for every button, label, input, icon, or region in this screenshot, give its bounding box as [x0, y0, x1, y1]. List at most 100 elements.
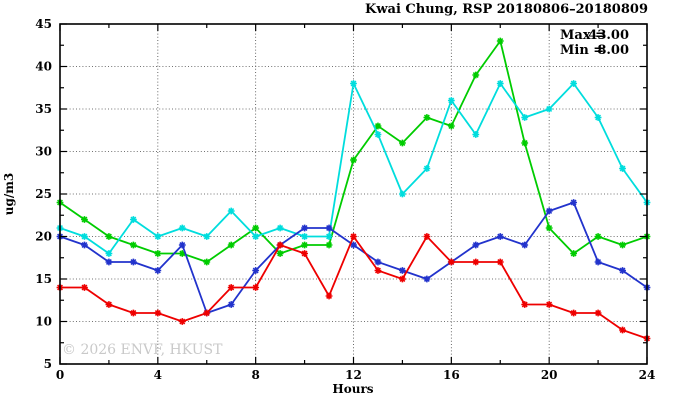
series-blue-marker	[105, 258, 113, 266]
series-blue-marker	[301, 224, 308, 232]
series-blue-marker	[619, 267, 626, 274]
series-green-marker	[129, 241, 137, 249]
y-tick-label: 35	[35, 102, 52, 116]
series-green-marker	[496, 37, 504, 45]
series-green-marker	[521, 139, 529, 147]
series-green-marker	[203, 258, 211, 266]
series-red-marker	[472, 258, 480, 266]
series-blue-marker	[129, 258, 137, 266]
series-green-marker	[447, 122, 455, 130]
series-green-marker	[105, 233, 113, 240]
series-red-marker	[276, 241, 284, 249]
series-green-marker	[350, 156, 357, 164]
series-cyan-marker	[227, 207, 235, 215]
legend-max-label: Max =	[560, 28, 606, 43]
x-tick-label: 0	[56, 368, 64, 382]
series-cyan-marker	[178, 224, 186, 232]
series-blue-marker	[423, 275, 431, 283]
y-tick-label: 10	[35, 315, 52, 329]
series-cyan-marker	[203, 233, 211, 240]
x-axis-label: Hours	[332, 382, 373, 396]
series-blue-marker	[81, 241, 88, 249]
series-green-marker	[178, 250, 186, 257]
series-green-marker	[399, 139, 406, 147]
series-red-marker	[545, 301, 553, 308]
x-tick-label: 20	[541, 368, 558, 382]
series-green-marker	[325, 241, 333, 249]
series-green-marker	[81, 216, 88, 223]
series-cyan-marker	[374, 131, 382, 138]
series-blue-marker	[570, 199, 578, 206]
series-green	[56, 37, 651, 266]
series-green-marker	[154, 250, 162, 257]
series-cyan-marker	[301, 233, 308, 240]
series-red-marker	[81, 284, 88, 291]
series-blue-marker	[252, 267, 260, 274]
series-cyan-marker	[545, 105, 553, 113]
series-red-marker	[399, 275, 406, 283]
y-tick-label: 30	[35, 145, 52, 159]
series-red-marker	[374, 267, 382, 274]
series-cyan-marker	[81, 233, 88, 240]
series-cyan-marker	[325, 233, 333, 240]
x-tick-label: 4	[154, 368, 162, 382]
series-cyan-marker	[252, 233, 260, 240]
series-cyan-marker	[399, 190, 406, 198]
y-tick-label: 25	[35, 187, 52, 201]
series-blue-marker	[496, 233, 504, 240]
y-tick-label: 15	[35, 272, 52, 286]
series-red-marker	[447, 258, 455, 266]
series-cyan-marker	[472, 131, 480, 138]
series-red-marker	[570, 309, 578, 317]
series-red-marker	[350, 233, 357, 240]
series-cyan-marker	[105, 250, 113, 257]
series-blue-marker	[472, 241, 480, 249]
y-tick-label: 5	[44, 357, 52, 371]
x-tick-label: 12	[345, 368, 362, 382]
series-cyan-marker	[350, 80, 357, 87]
series-red-marker	[203, 309, 211, 317]
x-tick-label: 16	[443, 368, 460, 382]
series-red-marker	[423, 233, 431, 240]
y-tick-label: 40	[35, 60, 52, 74]
series-red-marker	[154, 309, 162, 317]
series-blue-marker	[325, 224, 333, 232]
series-blue-marker	[374, 258, 382, 266]
series-cyan-marker	[594, 114, 602, 121]
watermark: © 2026 ENVF, HKUST	[62, 342, 223, 358]
grid-lines	[60, 24, 647, 364]
y-axis-label: ug/m3	[2, 173, 16, 216]
series-red-marker	[496, 258, 504, 266]
series-green-marker	[301, 241, 308, 249]
legend-min-label: Min =	[560, 43, 604, 58]
series-green-marker	[374, 122, 382, 130]
tick-labels: 0 4 8 12 16 20 24 5 10 15 20 25 30 35 40 45	[35, 17, 655, 382]
series-blue-marker	[154, 267, 162, 274]
series-cyan-marker	[619, 165, 626, 172]
legend-max-value: 43.00	[588, 28, 629, 43]
series-green-marker	[472, 71, 480, 79]
series-green-marker	[423, 114, 431, 121]
x-tick-label: 8	[251, 368, 259, 382]
series-blue-marker	[594, 258, 602, 266]
series-cyan-marker	[447, 97, 455, 104]
series-red-marker	[129, 309, 137, 317]
series-green-marker	[227, 241, 235, 249]
series-green-marker	[594, 233, 602, 240]
series-green-marker	[252, 224, 260, 232]
series-green-marker	[619, 241, 626, 249]
series-red-marker	[594, 309, 602, 317]
series-cyan-marker	[496, 80, 504, 87]
series-cyan-marker	[521, 114, 529, 121]
series-cyan-marker	[423, 165, 431, 172]
series-blue-marker	[350, 241, 357, 249]
series-green-marker	[570, 250, 578, 257]
series-red-marker	[301, 250, 308, 257]
series-blue-marker	[178, 241, 186, 249]
series-red-marker	[227, 284, 235, 291]
axis-ticks	[59, 23, 648, 365]
series-blue-marker	[227, 301, 235, 308]
series-green-marker	[276, 250, 284, 257]
